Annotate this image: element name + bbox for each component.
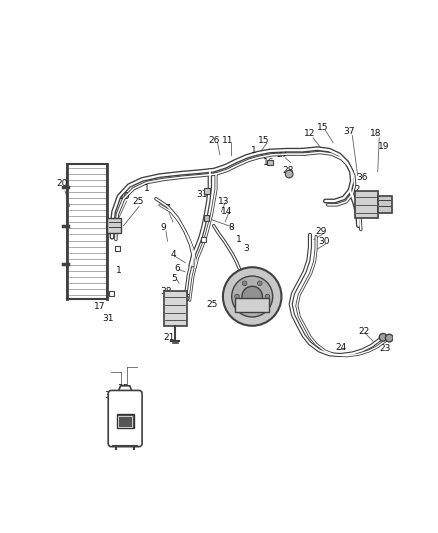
Circle shape — [235, 294, 239, 299]
Circle shape — [265, 294, 270, 299]
Text: 10: 10 — [120, 192, 131, 201]
Text: 33: 33 — [196, 190, 208, 199]
Text: 30: 30 — [318, 237, 329, 246]
Text: 1: 1 — [144, 184, 150, 193]
Circle shape — [242, 281, 247, 286]
Text: 24: 24 — [335, 343, 346, 352]
Bar — [107, 218, 121, 233]
Text: 17: 17 — [94, 302, 106, 311]
Bar — [204, 188, 210, 194]
Text: 37: 37 — [343, 127, 355, 136]
Bar — [164, 291, 187, 326]
Bar — [235, 298, 269, 312]
Text: 21: 21 — [163, 333, 175, 342]
Circle shape — [379, 334, 387, 341]
Circle shape — [242, 308, 247, 312]
Text: 1: 1 — [116, 266, 122, 275]
Text: 25: 25 — [180, 294, 191, 303]
Bar — [201, 237, 206, 242]
Text: 5: 5 — [172, 273, 177, 282]
Text: 15: 15 — [317, 123, 329, 132]
Text: 35: 35 — [117, 384, 129, 393]
Bar — [67, 164, 107, 299]
Circle shape — [223, 267, 282, 326]
Text: 8: 8 — [229, 223, 234, 232]
Circle shape — [285, 170, 293, 178]
Text: 9: 9 — [161, 223, 166, 232]
Bar — [204, 215, 209, 221]
Text: 12: 12 — [304, 129, 316, 138]
Text: 29: 29 — [316, 227, 327, 236]
Text: 14: 14 — [221, 207, 233, 216]
Text: 31: 31 — [102, 313, 114, 322]
Text: 36: 36 — [357, 173, 368, 182]
Bar — [109, 291, 113, 296]
Text: 11: 11 — [222, 136, 233, 146]
Bar — [118, 416, 132, 426]
Text: 18: 18 — [371, 129, 382, 138]
Text: 6: 6 — [175, 263, 180, 272]
Text: 3: 3 — [243, 244, 249, 253]
Text: 2: 2 — [247, 279, 253, 288]
Text: 1: 1 — [251, 147, 257, 156]
Text: 20: 20 — [57, 179, 68, 188]
Polygon shape — [117, 386, 133, 393]
Text: 23: 23 — [380, 344, 391, 353]
Text: 16: 16 — [263, 158, 275, 167]
Text: 25: 25 — [133, 197, 144, 206]
Text: 4: 4 — [170, 251, 176, 260]
Circle shape — [258, 308, 262, 312]
Text: 13: 13 — [218, 197, 230, 206]
Bar — [267, 160, 272, 165]
Text: 38: 38 — [160, 287, 172, 296]
Text: 34: 34 — [104, 391, 116, 400]
Text: 15: 15 — [258, 136, 269, 146]
Circle shape — [242, 286, 262, 306]
Text: 28: 28 — [283, 166, 294, 175]
Text: 7: 7 — [165, 204, 170, 213]
Text: 22: 22 — [358, 327, 370, 336]
Text: 27: 27 — [276, 150, 288, 159]
Text: 26: 26 — [208, 136, 219, 146]
Text: 25: 25 — [206, 300, 218, 309]
Bar — [117, 414, 134, 428]
Bar — [115, 246, 120, 251]
Circle shape — [258, 281, 262, 286]
Circle shape — [385, 334, 393, 342]
Bar — [378, 196, 392, 213]
Circle shape — [232, 276, 273, 317]
FancyBboxPatch shape — [108, 391, 142, 447]
Text: 1: 1 — [236, 235, 241, 244]
Bar — [355, 191, 378, 218]
Text: 19: 19 — [378, 142, 390, 151]
Text: 32: 32 — [350, 185, 361, 194]
